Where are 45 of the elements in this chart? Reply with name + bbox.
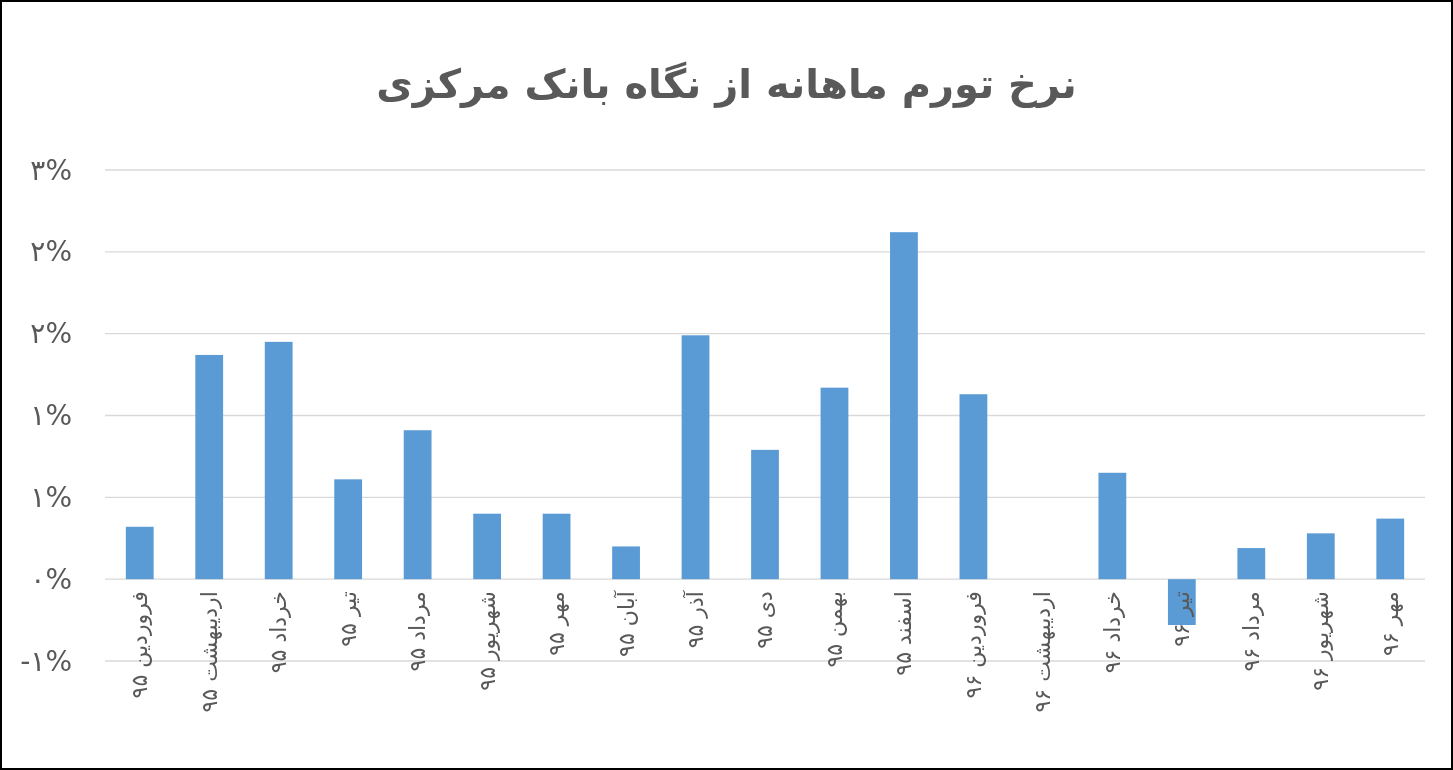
y-tick-label: ۰%: [30, 562, 72, 596]
bar: [1376, 518, 1405, 580]
x-tick-label: اردیبهشت ۹۶: [1030, 591, 1056, 713]
x-tick-label: مرداد ۹۵: [405, 591, 431, 672]
bar: [959, 394, 988, 580]
bar: [195, 354, 224, 580]
bar: [1167, 579, 1196, 625]
bar: [612, 546, 640, 580]
bar: [681, 335, 710, 580]
bar: [125, 526, 154, 580]
bar: [1237, 548, 1266, 580]
y-tick-label: ۳%: [30, 153, 72, 187]
bar: [751, 449, 779, 580]
x-tick-label: مهر ۹۵: [544, 591, 570, 656]
bar: [403, 430, 432, 580]
bar: [820, 387, 849, 580]
x-tick-label: شهریور ۹۵: [474, 591, 500, 691]
x-tick-label: دی ۹۵: [752, 591, 778, 649]
x-tick-label: بهمن ۹۵: [821, 591, 847, 668]
x-tick-label: تیر ۹۵: [335, 591, 361, 647]
bar: [334, 479, 363, 580]
chart-title: نرخ تورم ماهانه از نگاه بانک مرکزی: [376, 61, 1077, 108]
bar: [890, 232, 918, 580]
y-tick-label: -۱%: [20, 644, 72, 678]
x-tick-label: آذر ۹۵: [682, 590, 709, 649]
x-tick-label: اسفند ۹۵: [891, 591, 917, 676]
bar: [1098, 472, 1127, 580]
bar: [542, 513, 571, 580]
x-tick-label: تیر ۹۶: [1169, 591, 1195, 647]
y-tick-label: ۲%: [30, 235, 72, 269]
x-tick-label: فروردین ۹۶: [960, 591, 986, 699]
x-tick-label: خرداد ۹۵: [266, 591, 292, 674]
bar: [264, 341, 293, 580]
x-tick-label: خرداد ۹۶: [1099, 591, 1125, 674]
y-tick-label: ۲%: [30, 317, 72, 351]
x-tick-label: فروردین ۹۵: [127, 591, 153, 699]
x-tick-label: آبان ۹۵: [612, 590, 639, 657]
x-tick-label: مهر ۹۶: [1377, 591, 1403, 656]
x-tick-label: مرداد ۹۶: [1238, 591, 1264, 672]
x-tick-label: شهریور ۹۶: [1308, 591, 1334, 691]
y-tick-label: ۱%: [30, 399, 72, 432]
x-tick-label: اردیبهشت ۹۵: [196, 591, 222, 713]
y-tick-label: ۱%: [30, 480, 72, 514]
bar: [1306, 533, 1335, 580]
bar: [473, 513, 501, 580]
